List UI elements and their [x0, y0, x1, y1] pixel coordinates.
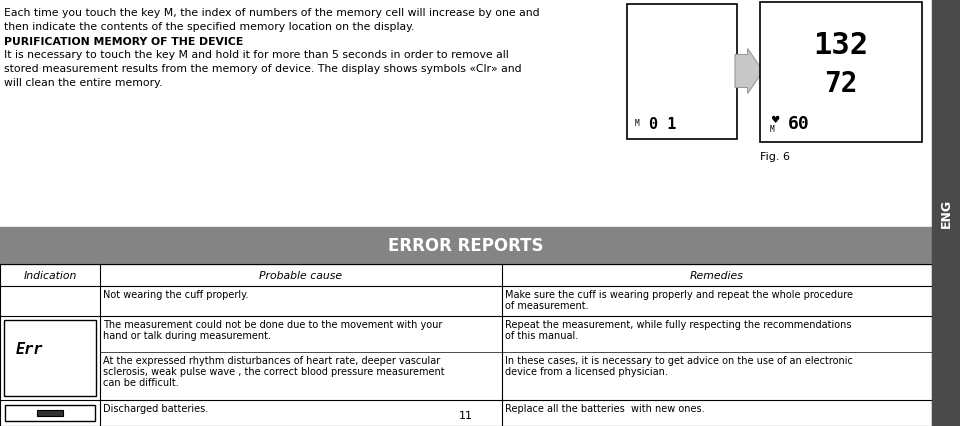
Text: Err: Err — [16, 342, 43, 357]
Text: Make sure the cuff is wearing properly and repeat the whole procedure: Make sure the cuff is wearing properly a… — [505, 289, 853, 299]
Text: M: M — [635, 119, 639, 128]
Text: device from a licensed physician.: device from a licensed physician. — [505, 366, 668, 376]
Text: Probable cause: Probable cause — [259, 271, 343, 280]
Text: sclerosis, weak pulse wave , the correct blood pressure measurement: sclerosis, weak pulse wave , the correct… — [103, 366, 444, 376]
Bar — [37, 411, 62, 416]
Text: then indicate the contents of the specified memory location on the display.: then indicate the contents of the specif… — [4, 21, 415, 32]
Text: M: M — [770, 124, 775, 133]
Text: At the expressed rhythm disturbances of heart rate, deeper vascular: At the expressed rhythm disturbances of … — [103, 355, 441, 365]
Bar — [4, 320, 96, 396]
Text: 0 1: 0 1 — [649, 117, 677, 132]
Text: Discharged batteries.: Discharged batteries. — [103, 403, 208, 413]
Text: 72: 72 — [825, 70, 857, 98]
FancyArrow shape — [735, 49, 763, 94]
Bar — [0, 227, 932, 265]
Text: Repeat the measurement, while fully respecting the recommendations: Repeat the measurement, while fully resp… — [505, 319, 852, 329]
Text: of this manual.: of this manual. — [505, 330, 578, 340]
Text: In these cases, it is necessary to get advice on the use of an electronic: In these cases, it is necessary to get a… — [505, 355, 852, 365]
Text: 60: 60 — [788, 115, 809, 132]
Text: It is necessary to touch the key M and hold it for more than 5 seconds in order : It is necessary to touch the key M and h… — [4, 50, 509, 60]
Text: PURIFICATION MEMORY OF THE DEVICE: PURIFICATION MEMORY OF THE DEVICE — [4, 37, 243, 47]
Text: will clean the entire memory.: will clean the entire memory. — [4, 77, 162, 87]
Text: 11: 11 — [459, 410, 473, 420]
Text: Not wearing the cuff properly.: Not wearing the cuff properly. — [103, 289, 249, 299]
Bar — [5, 405, 95, 421]
Text: ENG: ENG — [940, 199, 952, 227]
Text: Each time you touch the key M, the index of numbers of the memory cell will incr: Each time you touch the key M, the index… — [4, 8, 540, 18]
Text: The measurement could not be done due to the movement with your: The measurement could not be done due to… — [103, 319, 443, 329]
Text: Remedies: Remedies — [690, 271, 744, 280]
Text: can be difficult.: can be difficult. — [103, 377, 179, 387]
Text: stored measurement results from the memory of device. The display shows symbols : stored measurement results from the memo… — [4, 64, 521, 74]
Text: ERROR REPORTS: ERROR REPORTS — [388, 237, 543, 255]
Bar — [627, 5, 737, 140]
Text: Fig. 6: Fig. 6 — [759, 152, 789, 161]
Text: Replace all the batteries  with new ones.: Replace all the batteries with new ones. — [505, 403, 705, 413]
Text: ♥: ♥ — [770, 115, 780, 125]
Bar — [932, 0, 960, 426]
Text: Indication: Indication — [23, 271, 77, 280]
Text: hand or talk during measurement.: hand or talk during measurement. — [103, 330, 271, 340]
Bar — [760, 3, 922, 143]
Text: of measurement.: of measurement. — [505, 300, 588, 310]
Text: 132: 132 — [813, 31, 869, 60]
